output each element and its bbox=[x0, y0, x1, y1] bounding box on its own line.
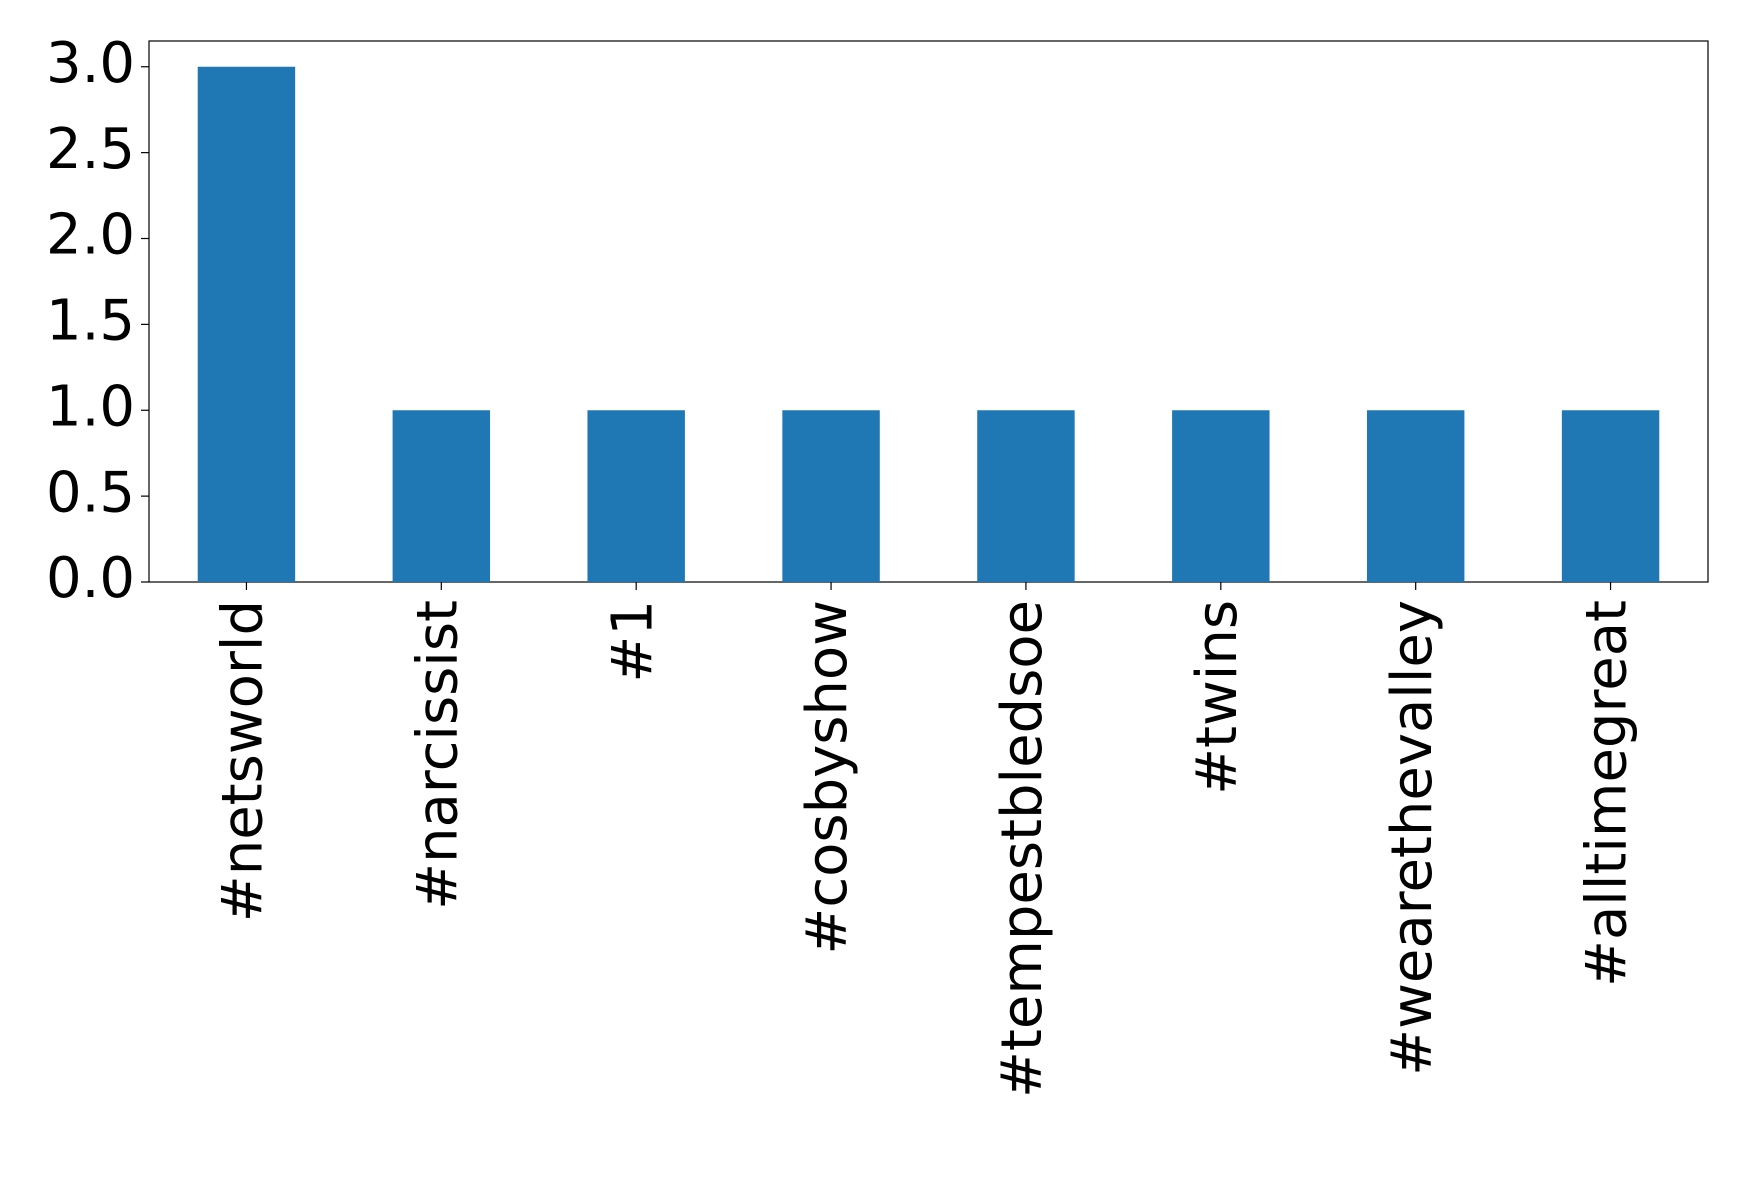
plot-frame bbox=[148, 40, 1709, 583]
x-tick-label: #1 bbox=[600, 600, 665, 683]
x-tick-label: #wearethevalley bbox=[1380, 600, 1445, 1076]
bar bbox=[977, 410, 1075, 582]
y-tick-label: 1.0 bbox=[46, 374, 135, 439]
bar bbox=[782, 410, 880, 582]
bar bbox=[1561, 410, 1660, 582]
y-tick-label: 2.0 bbox=[46, 203, 135, 268]
y-tick-label: 3.0 bbox=[46, 31, 135, 96]
bar bbox=[1366, 410, 1465, 582]
bar bbox=[1172, 410, 1270, 582]
x-tick-label: #twins bbox=[1185, 600, 1250, 795]
bar bbox=[587, 410, 685, 582]
y-tick-label: 0.0 bbox=[46, 546, 135, 611]
y-tick-label: 0.5 bbox=[46, 460, 135, 525]
y-tick-label: 2.5 bbox=[46, 117, 135, 182]
x-tick-label: #narcissist bbox=[405, 600, 470, 910]
x-tick-label: #cosbyshow bbox=[795, 600, 860, 955]
x-tick-label: #tempestbledsoe bbox=[990, 600, 1055, 1098]
bar bbox=[197, 66, 296, 582]
x-tick-label: #alltimegreat bbox=[1575, 600, 1640, 987]
y-tick-label: 1.5 bbox=[46, 289, 135, 354]
bar bbox=[392, 410, 491, 582]
x-tick-label: #netsworld bbox=[211, 600, 276, 922]
